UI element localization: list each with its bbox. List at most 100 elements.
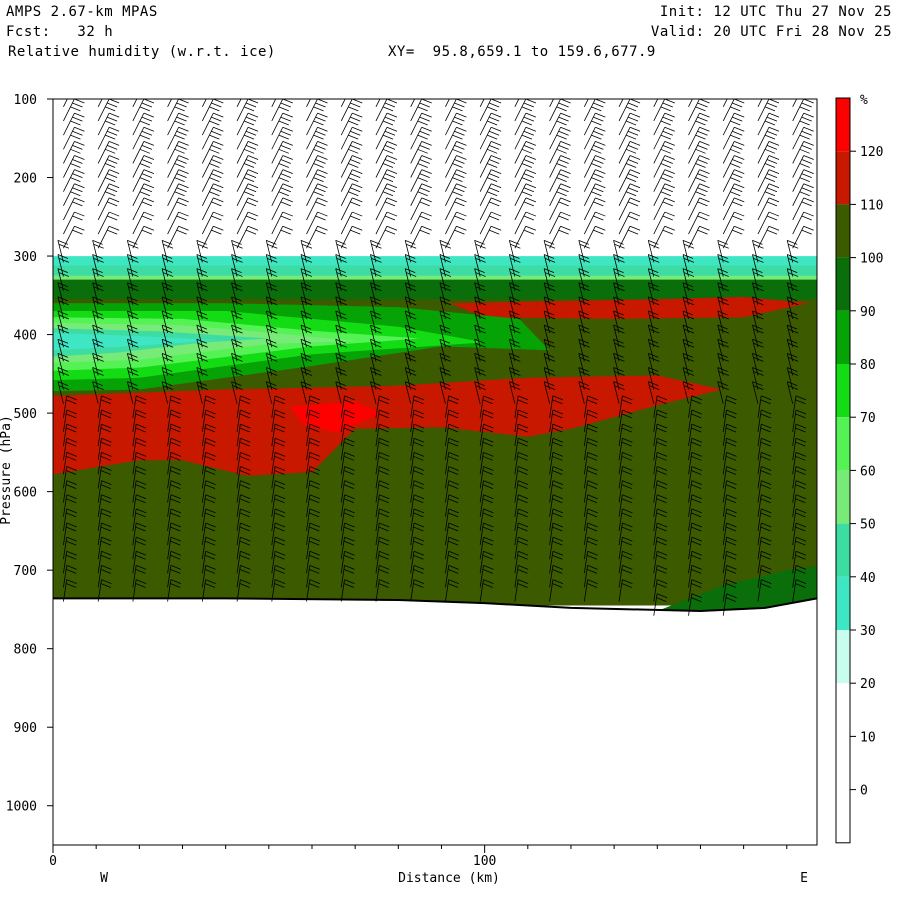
wind-barb [583,480,598,503]
wind-barb [375,494,390,517]
wind-barb [583,197,606,221]
wind-barb [97,480,112,503]
wind-barb [167,480,182,503]
wind-barb [410,126,432,150]
wind-barb [375,451,390,475]
wind-barb [201,508,216,531]
wind-barb [543,254,556,277]
wind-barb [613,367,625,390]
wind-barb [757,211,780,235]
wind-barb [549,409,564,433]
wind-barb [271,494,286,517]
wind-barb [231,254,243,277]
wind-barb [201,141,224,164]
wind-barb [306,197,328,221]
wind-barb [340,480,355,503]
wind-barb [722,155,745,178]
wind-barb [508,338,521,362]
wind-barb [792,225,814,249]
wind-barb [63,437,77,461]
wind-barb [236,565,251,588]
wind-barb [722,451,737,475]
wind-barb [618,494,633,517]
wind-barb [92,239,104,263]
wind-barb [653,141,675,164]
wind-barb [479,565,494,588]
wind-barb [63,197,85,221]
wind-barb [445,423,459,447]
wind-barb [653,451,668,475]
wind-barb [92,367,104,390]
wind-barb [722,423,737,447]
wind-barb [231,367,243,390]
wind-barb [445,522,459,546]
wind-barb [167,99,189,122]
colorbar-swatch [836,364,850,418]
wind-barb [583,451,598,475]
wind-barb [514,466,529,489]
wind-barb [231,310,243,334]
wind-barb [63,522,77,546]
wind-barb [126,353,139,376]
wind-barb [688,480,702,503]
wind-barb [335,296,347,319]
wind-barb [445,451,459,475]
wind-barb [439,282,452,305]
wind-barb [97,536,112,560]
wind-barb [97,437,112,461]
wind-barb [722,466,737,489]
wind-barb [167,155,189,178]
wind-barb [63,508,77,531]
wind-barb [445,480,459,503]
wind-barb [306,494,320,517]
wind-barb [688,565,702,588]
wind-barb [653,225,675,249]
wind-barb [63,451,77,475]
wind-barb [236,225,259,249]
wind-barb [549,522,564,546]
wind-barb [474,282,486,305]
wind-barb [618,126,641,150]
wind-barb [375,508,390,531]
wind-barb [722,522,737,546]
wind-barb [479,423,494,447]
wind-barb [792,437,807,461]
wind-barb [479,480,494,503]
wind-barb [63,395,77,418]
wind-barb [335,268,347,291]
wind-barb [792,565,807,588]
wind-barb [404,324,417,348]
wind-barb [306,565,320,588]
wind-barb [445,550,459,574]
wind-barb [479,550,494,574]
wind-barb [722,99,745,122]
wind-barb [306,99,311,108]
wind-barb [618,169,641,192]
colorbar-swatch [836,789,850,843]
wind-barb [479,451,494,475]
wind-barb [335,282,347,305]
wind-barb [514,480,529,503]
wind-barb [167,508,182,531]
wind-barb [549,494,564,517]
wind-barb [613,254,625,277]
xy-range: XY= 95.8,659.1 to 159.6,677.9 [388,44,656,60]
wind-barb [271,183,293,206]
wind-barb [271,522,286,546]
wind-barb [126,338,139,362]
wind-barb [688,508,702,531]
wind-barb [375,126,398,150]
colorbar-swatch [836,683,850,737]
wind-barb [752,268,764,291]
wind-barb [132,169,155,192]
wind-barb [236,423,251,447]
wind-barb [514,155,537,178]
wind-barb [792,466,807,489]
wind-barb [97,451,112,475]
wind-barb [508,254,521,277]
wind-barb [404,282,417,305]
wind-barb [543,310,556,334]
wind-barb [97,155,120,178]
wind-barb [578,310,590,334]
